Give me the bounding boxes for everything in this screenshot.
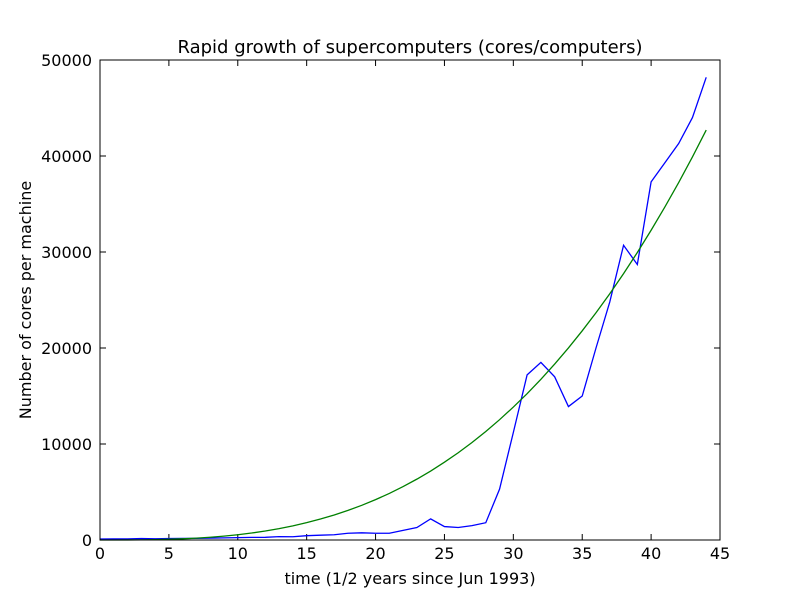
y-tick-label: 20000: [41, 339, 92, 358]
x-tick-label: 0: [95, 544, 105, 563]
x-tick-label: 25: [434, 544, 454, 563]
x-tick-label: 40: [641, 544, 661, 563]
x-tick-label: 45: [710, 544, 730, 563]
y-tick-label: 10000: [41, 435, 92, 454]
x-tick-label: 5: [164, 544, 174, 563]
x-tick-label: 30: [503, 544, 523, 563]
x-tick-label: 10: [228, 544, 248, 563]
x-axis-label: time (1/2 years since Jun 1993): [284, 569, 535, 588]
y-tick-label: 30000: [41, 243, 92, 262]
x-tick-label: 15: [296, 544, 316, 563]
y-axis-label: Number of cores per machine: [16, 181, 35, 419]
plot-frame: [99, 59, 721, 541]
y-tick-label: 50000: [41, 51, 92, 70]
x-tick-label: 20: [365, 544, 385, 563]
chart-title: Rapid growth of supercomputers (cores/co…: [177, 37, 642, 58]
y-tick-label: 0: [82, 531, 92, 550]
data-line: [99, 129, 707, 541]
y-tick-label: 40000: [41, 147, 92, 166]
x-tick-label: 35: [572, 544, 592, 563]
